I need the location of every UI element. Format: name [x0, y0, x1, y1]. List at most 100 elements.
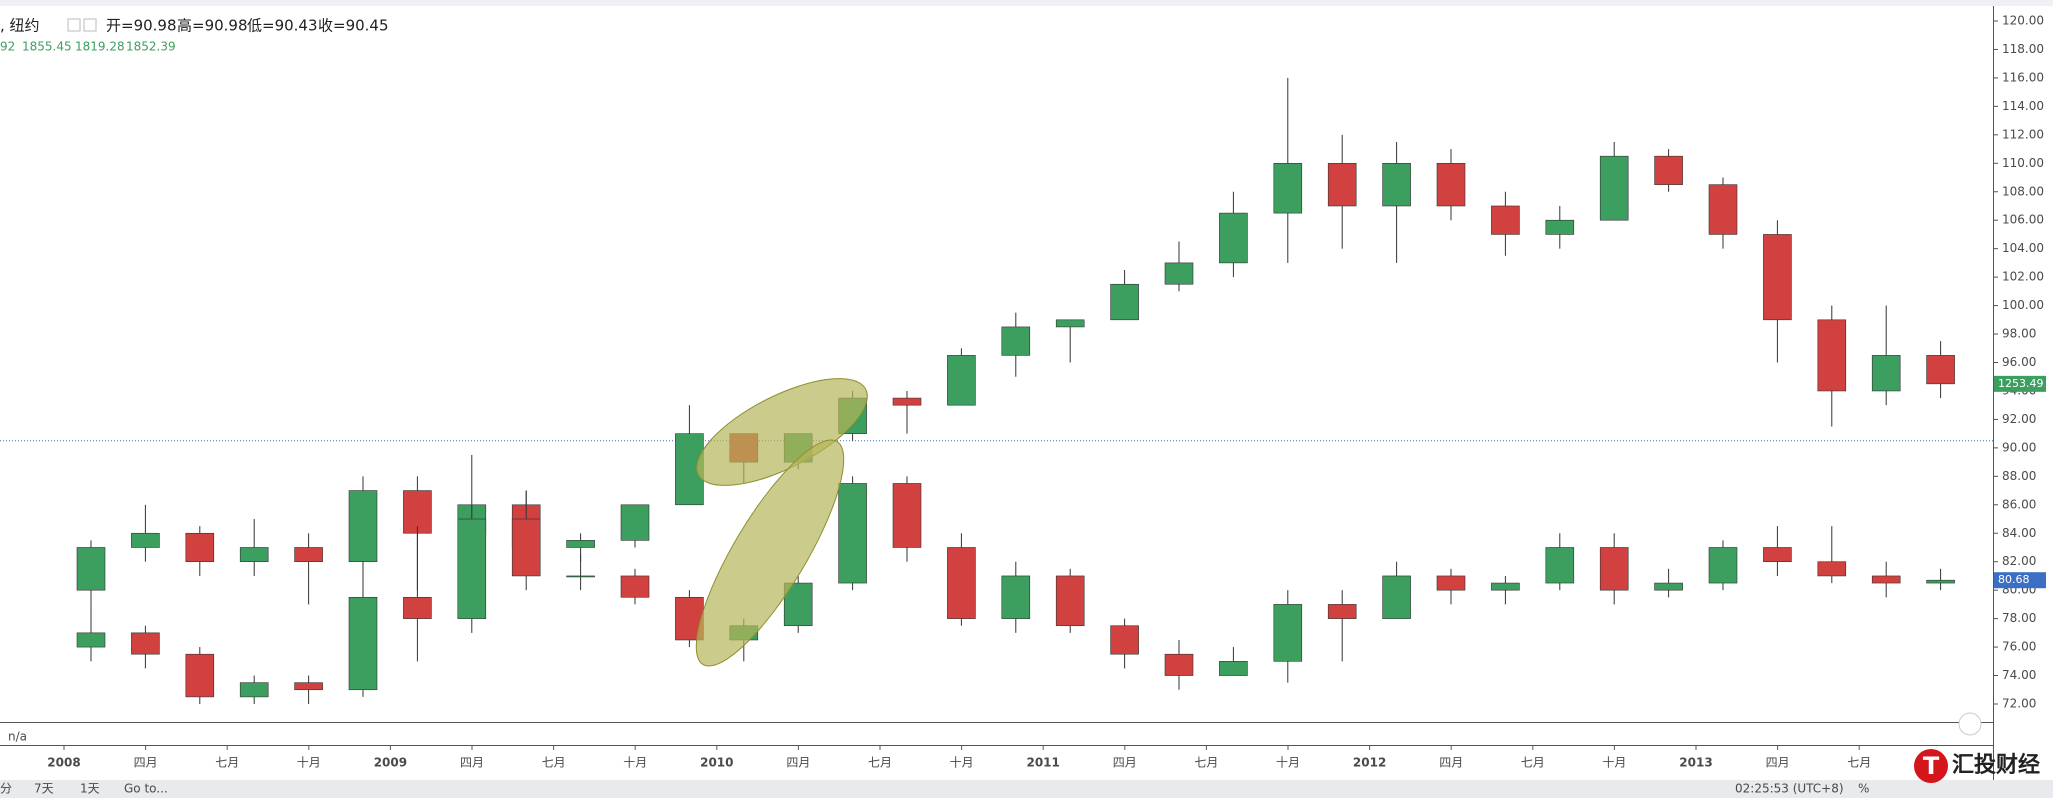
candle-body: [1871, 355, 1901, 392]
interval-button[interactable]: 1天: [80, 782, 100, 796]
candle-body: [1599, 155, 1629, 221]
x-tick-label: 四月: [1113, 756, 1137, 770]
candle-body: [294, 682, 323, 691]
x-tick-label: 七月: [868, 756, 892, 770]
candle-body: [1110, 283, 1139, 321]
candle-body: [892, 483, 922, 548]
last-price-box: [1994, 572, 2046, 589]
x-tick-label: 十月: [623, 756, 647, 770]
candle-body: [348, 490, 378, 563]
interval-button[interactable]: 7天: [34, 782, 54, 796]
candle-body: [1817, 561, 1847, 577]
clock: 02:25:53 (UTC+8): [1735, 782, 1844, 796]
interval-button[interactable]: 分: [0, 782, 12, 796]
indicator-value: 1852.39: [126, 40, 176, 54]
y-tick-label: 118.00: [2002, 42, 2044, 56]
candle-body: [1654, 582, 1683, 591]
ohlc-low: 低=90.43: [247, 17, 318, 35]
candle-body: [1273, 162, 1303, 214]
y-tick-label: 92.00: [2002, 412, 2036, 426]
candle-body: [1708, 547, 1738, 584]
candle-body: [131, 632, 160, 655]
x-tick-label: 四月: [1766, 756, 1790, 770]
candle-body: [1491, 582, 1520, 591]
x-tick-label: 四月: [1439, 756, 1463, 770]
candle-body: [1219, 661, 1248, 676]
y-tick-label: 86.00: [2002, 497, 2036, 511]
candle-body: [131, 532, 160, 548]
scroll-button[interactable]: [1958, 712, 1982, 736]
last-price-box: [1994, 375, 2046, 392]
candle-body: [947, 547, 976, 619]
y-tick-label: 102.00: [2002, 270, 2044, 284]
y-tick-label: 114.00: [2002, 99, 2044, 113]
candle-body: [1436, 575, 1466, 591]
y-tick-label: 110.00: [2002, 156, 2044, 170]
y-tick-label: 88.00: [2002, 469, 2036, 483]
x-tick-label: 四月: [786, 756, 810, 770]
candle-body: [1871, 575, 1901, 584]
candle-body: [620, 575, 650, 598]
candle-body: [1382, 575, 1411, 619]
y-tick-label: 116.00: [2002, 70, 2044, 84]
y-tick-label: 106.00: [2002, 213, 2044, 227]
last-price-label: 80.68: [1998, 573, 2030, 586]
y-tick-label: 120.00: [2002, 14, 2044, 28]
ohlc-open: 开=90.98: [106, 17, 177, 35]
indicator-value: 1819.28: [75, 40, 125, 54]
x-tick-label: 七月: [1521, 756, 1545, 770]
candle-body: [1001, 575, 1031, 619]
candle-body: [185, 653, 215, 698]
indicator-value: 92: [0, 40, 15, 54]
candle-body: [1491, 205, 1520, 235]
candle-body: [76, 547, 106, 591]
candle-body: [620, 504, 650, 541]
y-tick-label: 112.00: [2002, 127, 2044, 141]
top-bar: [0, 0, 2053, 6]
goto-button[interactable]: Go to...: [124, 782, 168, 796]
candle-body: [294, 547, 323, 563]
symbol: , 纽约: [0, 17, 40, 35]
candle-body: [566, 540, 595, 548]
y-tick-label: 96.00: [2002, 355, 2036, 369]
candle-body: [1164, 653, 1194, 676]
candle-body: [1219, 212, 1248, 264]
icon[interactable]: [83, 18, 97, 32]
candle-body: [892, 397, 922, 406]
x-tick-label: 四月: [134, 756, 158, 770]
y-tick-label: 74.00: [2002, 668, 2036, 682]
icon[interactable]: [67, 18, 81, 32]
candle-body: [1436, 162, 1466, 207]
candle-body: [838, 483, 867, 584]
y-tick-label: 84.00: [2002, 526, 2036, 540]
x-tick-label: 2012: [1353, 756, 1386, 770]
x-tick-label: 2013: [1679, 756, 1712, 770]
candle-body: [1926, 355, 1955, 385]
candle-body: [1817, 319, 1847, 392]
x-tick-label: 十月: [1276, 756, 1300, 770]
x-tick-label: 2008: [47, 756, 80, 770]
indicator-value: 1855.45: [22, 40, 72, 54]
logo-icon: [1914, 749, 1948, 783]
candle-body: [1164, 262, 1194, 285]
x-tick-label: 七月: [215, 756, 239, 770]
logo-text: 汇投财经: [1952, 752, 2040, 778]
candle-body: [1708, 184, 1738, 235]
candle-body: [1654, 155, 1683, 185]
y-tick-label: 78.00: [2002, 611, 2036, 625]
plot-area: [0, 77, 1993, 704]
candle-body: [1001, 326, 1031, 356]
x-tick-label: 十月: [297, 756, 321, 770]
candle-body: [185, 532, 215, 563]
candle-body: [947, 355, 976, 406]
y-tick-label: 90.00: [2002, 440, 2036, 454]
candle-body: [239, 682, 269, 698]
candle-body: [1327, 162, 1357, 207]
candle-body: [1327, 604, 1357, 619]
footer-bar: [0, 780, 2053, 798]
y-tick-label: 72.00: [2002, 697, 2036, 711]
percent-button[interactable]: %: [1858, 782, 1869, 796]
candle-body: [1545, 219, 1575, 235]
